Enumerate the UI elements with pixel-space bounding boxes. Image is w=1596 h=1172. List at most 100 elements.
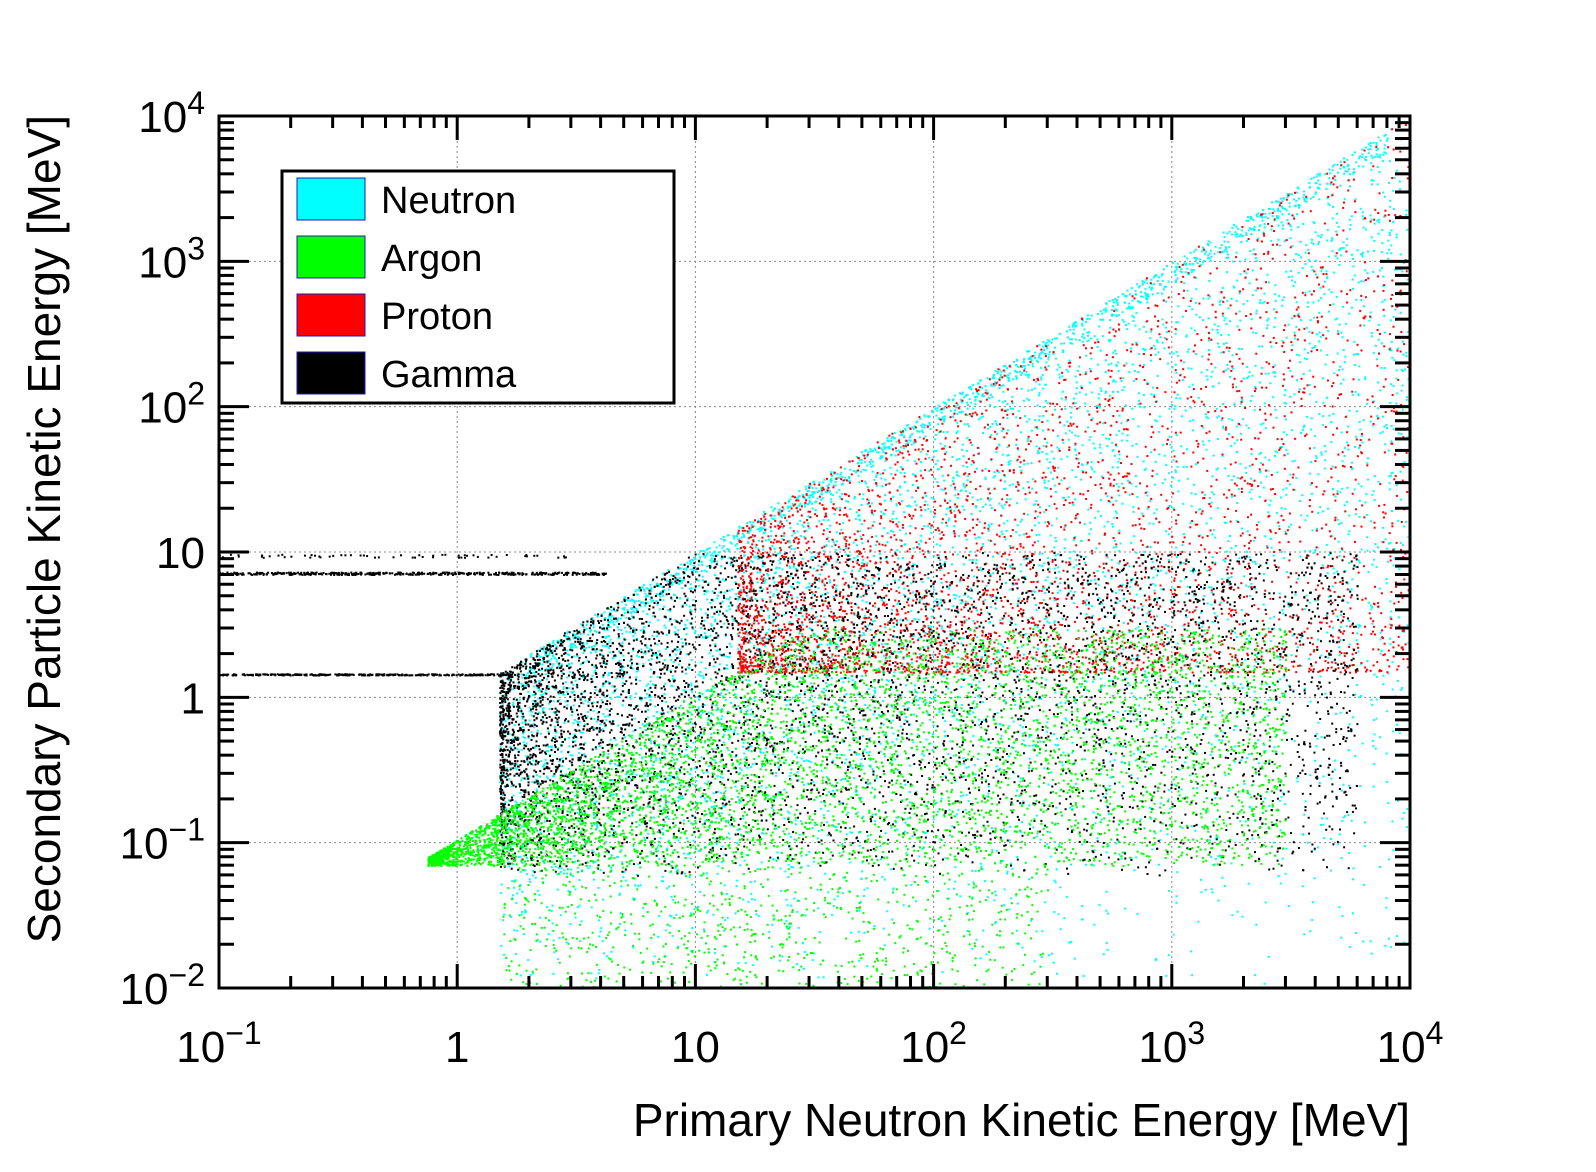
neutron-point: [1142, 394, 1145, 396]
neutron-point: [863, 593, 866, 596]
neutron-point: [993, 471, 996, 474]
neutron-point: [1012, 583, 1015, 586]
neutron-point: [573, 733, 576, 736]
neutron-point: [525, 856, 528, 859]
neutron-point: [1161, 292, 1163, 295]
neutron-point: [600, 698, 603, 701]
neutron-point: [524, 909, 527, 912]
neutron-point: [890, 705, 893, 708]
neutron-point: [507, 822, 510, 825]
neutron-point: [1354, 198, 1357, 201]
neutron-point: [1225, 271, 1228, 274]
neutron-point: [552, 664, 555, 667]
neutron-point: [1097, 510, 1100, 513]
neutron-point: [672, 677, 675, 680]
neutron-point: [791, 750, 793, 753]
neutron-point: [566, 872, 568, 875]
neutron-point: [1290, 228, 1293, 231]
neutron-point: [785, 610, 788, 613]
neutron-point: [1269, 537, 1272, 540]
neutron-point: [538, 781, 540, 784]
neutron-point: [1157, 351, 1160, 354]
neutron-point: [826, 591, 829, 594]
neutron-point: [1310, 461, 1313, 463]
neutron-point: [823, 627, 826, 630]
neutron-point: [543, 763, 546, 766]
neutron-point: [1240, 347, 1243, 350]
neutron-point: [913, 713, 915, 716]
neutron-point: [1229, 535, 1231, 537]
neutron-point: [1132, 418, 1135, 421]
neutron-point: [1277, 875, 1280, 877]
neutron-point: [1074, 402, 1077, 405]
neutron-point: [541, 663, 544, 666]
neutron-point: [1385, 897, 1388, 900]
neutron-point: [1385, 710, 1388, 713]
neutron-point: [1169, 352, 1171, 355]
neutron-point: [845, 693, 848, 696]
neutron-point: [1004, 831, 1007, 834]
neutron-point: [1226, 364, 1229, 366]
neutron-point: [863, 748, 866, 751]
neutron-point: [1138, 704, 1141, 707]
neutron-point: [1291, 344, 1294, 347]
neutron-point: [1040, 956, 1043, 958]
neutron-point: [938, 532, 941, 535]
neutron-point: [1315, 457, 1318, 460]
neutron-point: [728, 656, 731, 659]
neutron-point: [1285, 336, 1288, 339]
neutron-point: [853, 777, 856, 780]
neutron-point: [1167, 533, 1170, 536]
neutron-point: [887, 680, 890, 683]
neutron-point: [1387, 858, 1390, 861]
neutron-point: [965, 538, 968, 541]
neutron-point: [782, 526, 784, 529]
neutron-point: [609, 626, 612, 629]
neutron-point: [808, 850, 811, 853]
neutron-point: [1167, 789, 1170, 791]
neutron-point: [670, 598, 673, 601]
neutron-point: [813, 555, 816, 558]
neutron-point: [905, 684, 908, 687]
neutron-point: [1301, 494, 1304, 497]
neutron-point: [1054, 822, 1057, 825]
neutron-point: [986, 655, 989, 657]
neutron-point: [1027, 700, 1030, 703]
neutron-point: [1293, 331, 1296, 334]
neutron-point: [1326, 396, 1328, 399]
neutron-point: [1225, 550, 1228, 553]
neutron-point: [602, 676, 605, 678]
neutron-point: [656, 603, 659, 606]
neutron-point: [1034, 426, 1037, 429]
neutron-point: [971, 896, 974, 899]
neutron-point: [953, 525, 956, 528]
neutron-point: [835, 491, 838, 494]
neutron-point: [1333, 271, 1336, 274]
neutron-point: [1038, 419, 1041, 422]
neutron-point: [1058, 373, 1061, 376]
neutron-point: [584, 723, 587, 726]
neutron-point: [728, 837, 731, 840]
neutron-point: [587, 867, 590, 870]
neutron-point: [793, 897, 796, 900]
neutron-point: [1182, 466, 1185, 469]
neutron-point: [1085, 354, 1088, 357]
neutron-point: [968, 713, 971, 716]
neutron-point: [841, 482, 844, 485]
neutron-point: [858, 831, 860, 834]
neutron-point: [1232, 260, 1235, 263]
neutron-point: [869, 759, 872, 762]
neutron-point: [1328, 310, 1330, 313]
neutron-point: [858, 753, 861, 756]
neutron-point: [692, 567, 694, 570]
neutron-point: [844, 478, 847, 481]
neutron-point: [635, 637, 638, 640]
neutron-point: [521, 777, 524, 780]
neutron-point: [644, 697, 647, 699]
neutron-point: [797, 926, 800, 929]
neutron-point: [1152, 276, 1155, 279]
neutron-point: [1070, 940, 1073, 943]
neutron-point: [1328, 204, 1331, 207]
neutron-point: [1205, 716, 1208, 719]
neutron-point: [1139, 697, 1142, 700]
